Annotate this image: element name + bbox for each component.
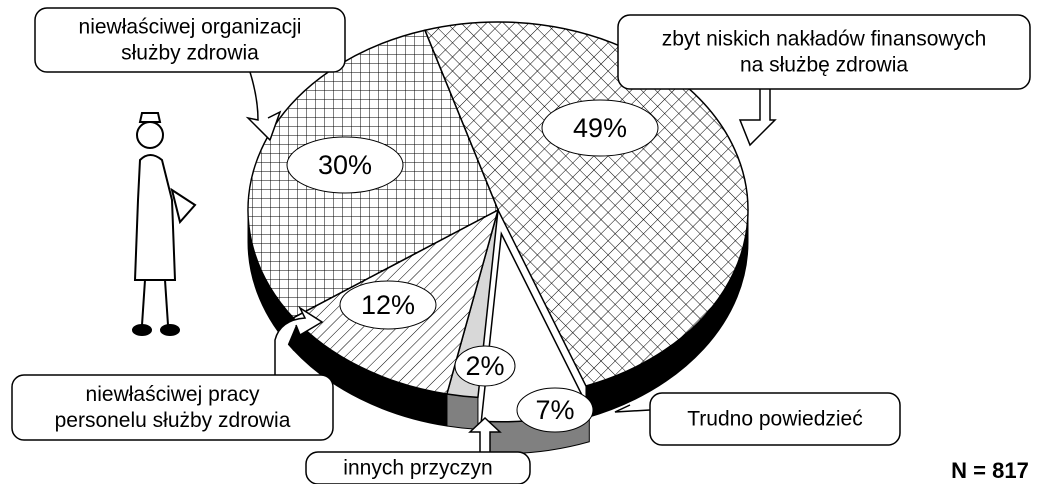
- category-label: niewłaściwej pracy: [86, 383, 260, 406]
- value-label: 49%: [573, 113, 627, 143]
- value-label: 2%: [465, 351, 504, 381]
- category-label: personelu służby zdrowia: [55, 409, 291, 432]
- category-label: zbyt niskich nakładów finansowych: [662, 28, 987, 51]
- chart: 49% 7% 2% 12% 30% zbyt niskich nakładów finan…: [0, 0, 1043, 484]
- category-label: służby zdrowia: [121, 42, 259, 65]
- value-label: 30%: [318, 150, 372, 180]
- nurse-figure: [133, 113, 195, 335]
- category-label: innych przyczyn: [343, 457, 492, 480]
- category-label: niewłaściwej organizacji: [79, 16, 302, 39]
- callout-box: [618, 15, 1030, 89]
- category-label: Trudno powiedzieć: [687, 408, 863, 431]
- category-label: na służbę zdrowia: [740, 54, 908, 77]
- annotation: N = 817: [951, 458, 1029, 483]
- value-label: 12%: [361, 290, 415, 320]
- pie-side: [447, 394, 478, 429]
- callout-arrow: [740, 89, 775, 145]
- value-label: 7%: [535, 395, 574, 425]
